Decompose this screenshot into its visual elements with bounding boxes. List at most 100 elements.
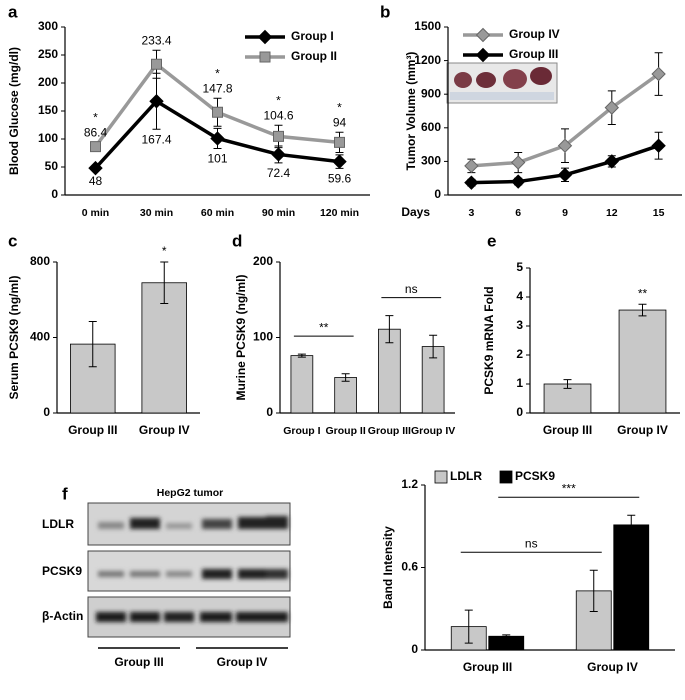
y-tick-label: 300 xyxy=(38,19,58,33)
tumor xyxy=(530,67,552,85)
y-tick-label: 0 xyxy=(411,642,418,656)
x-tick-label: 0 min xyxy=(82,207,109,219)
y-axis-label: Serum PCSK9 (ng/ml) xyxy=(7,275,21,399)
x-tick-label: 30 min xyxy=(140,207,173,219)
y-tick-label: 1200 xyxy=(414,53,441,67)
marker xyxy=(651,66,666,82)
tumor xyxy=(503,69,527,89)
legend-label: Group III xyxy=(509,47,558,61)
marker xyxy=(149,94,164,109)
marker xyxy=(332,154,347,169)
y-tick-label: 600 xyxy=(421,120,441,134)
y-tick-label: 0 xyxy=(51,187,58,201)
marker xyxy=(212,106,223,118)
marker xyxy=(334,136,345,148)
y-axis-label: PCSK9 mRNA Fold xyxy=(482,286,496,394)
marker xyxy=(90,141,101,153)
value-label: 167.4 xyxy=(141,132,171,146)
marker xyxy=(510,174,526,189)
value-label: 94 xyxy=(333,115,347,129)
y-tick-label: 1500 xyxy=(414,19,441,33)
y-tick-label: 150 xyxy=(38,103,58,117)
x-tick-label: Group I xyxy=(283,425,320,437)
blot-group-label: Group III xyxy=(114,655,163,669)
legend-label: LDLR xyxy=(450,469,482,483)
x-tick-label: 6 xyxy=(515,207,521,219)
photo-ruler xyxy=(450,92,554,100)
marker xyxy=(510,155,526,170)
y-tick-label: 4 xyxy=(516,289,523,303)
bar xyxy=(290,355,314,414)
y-tick-label: 0 xyxy=(43,405,50,419)
error-bar xyxy=(589,569,598,612)
x-tick-label: 15 xyxy=(653,207,665,219)
panel-letter: c xyxy=(8,231,17,250)
bar xyxy=(334,377,357,414)
legend-marker xyxy=(259,51,271,63)
x-tick-label: 9 xyxy=(562,207,568,219)
error-bar xyxy=(385,315,394,344)
x-tick-label: 120 min xyxy=(320,207,359,219)
annotation: * xyxy=(276,93,281,107)
legend-label: Group IV xyxy=(509,27,560,41)
annotation: * xyxy=(215,66,220,80)
x-tick-label: Group IV xyxy=(587,660,638,674)
annotation: * xyxy=(337,100,342,114)
blot-group-label: Group IV xyxy=(217,655,268,669)
x-tick-label: Group III xyxy=(68,423,117,437)
value-label: 48 xyxy=(89,174,103,188)
value-label: 72.4 xyxy=(267,166,291,180)
blot-bands xyxy=(96,516,288,622)
error-bar xyxy=(429,334,438,359)
bar xyxy=(618,309,667,414)
y-tick-label: 1.2 xyxy=(401,477,418,491)
blot-title: HepG2 tumor xyxy=(157,487,224,499)
y-tick-label: 250 xyxy=(38,47,58,61)
y-tick-label: 800 xyxy=(30,254,50,268)
panel-letter: f xyxy=(62,484,68,503)
blot-row-label: PCSK9 xyxy=(42,564,82,578)
legend-label: Group II xyxy=(291,49,337,63)
annotation: * xyxy=(162,244,167,258)
western-blot: HepG2 tumor LDLR PCSK9 β-Actin Group III… xyxy=(42,487,291,669)
legend-swatch xyxy=(434,470,448,484)
y-tick-label: 300 xyxy=(421,154,441,168)
x-tick-label: Group IV xyxy=(411,425,455,437)
blot-row-label: LDLR xyxy=(42,517,74,531)
panel-letter: e xyxy=(487,231,496,250)
bracket-label: ns xyxy=(525,536,538,550)
y-tick-label: 5 xyxy=(516,260,523,274)
bar xyxy=(543,383,592,414)
annotation: * xyxy=(93,110,98,124)
x-tick-label: 60 min xyxy=(201,207,234,219)
x-tick-label: Group III xyxy=(463,660,512,674)
y-tick-label: 0 xyxy=(516,405,523,419)
x-tick-label: Group IV xyxy=(617,423,668,437)
y-tick-label: 2 xyxy=(516,347,523,361)
marker xyxy=(271,147,286,162)
y-axis-label: Band Intensity xyxy=(381,526,395,609)
bracket-label: *** xyxy=(562,481,576,495)
marker xyxy=(464,158,479,174)
panel-letter: d xyxy=(232,231,242,250)
y-tick-label: 100 xyxy=(253,330,273,344)
y-axis-label: Murine PCSK9 (ng/ml) xyxy=(234,274,248,400)
legend-label: Group I xyxy=(291,29,334,43)
error-bar xyxy=(638,303,647,317)
marker xyxy=(273,130,284,142)
error-bar xyxy=(160,261,169,305)
y-axis-label: Tumor Volume (mm³) xyxy=(404,52,418,171)
legend-marker xyxy=(257,29,273,45)
y-tick-label: 1 xyxy=(516,376,523,390)
legend-swatch xyxy=(499,470,513,484)
bracket-label: ns xyxy=(405,282,418,296)
y-tick-label: 3 xyxy=(516,318,523,332)
marker xyxy=(651,138,666,153)
bar xyxy=(488,635,525,651)
value-label: 101 xyxy=(207,152,227,166)
error-bar xyxy=(341,373,350,382)
panel-letter: b xyxy=(380,2,390,21)
marker xyxy=(88,160,103,176)
